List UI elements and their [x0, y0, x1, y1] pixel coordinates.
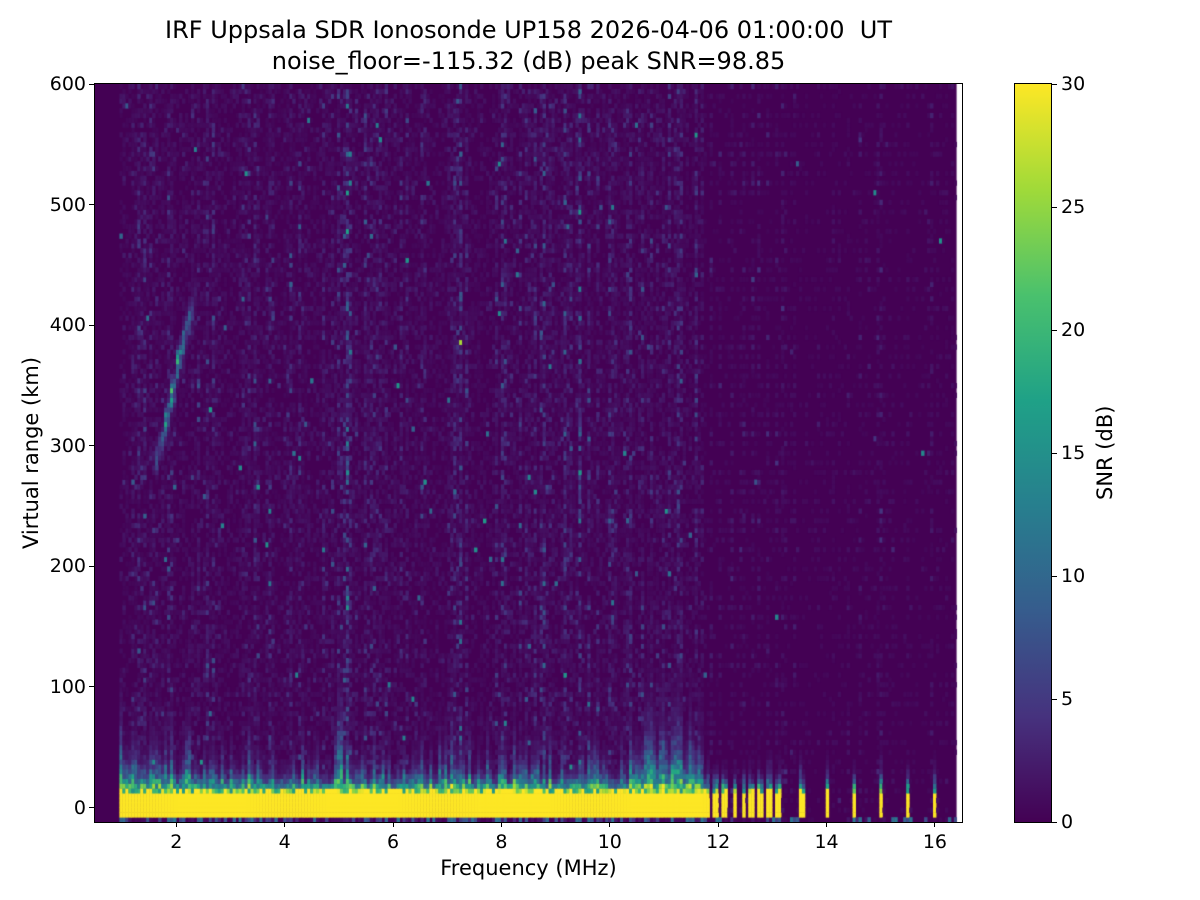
chart-title: IRF Uppsala SDR Ionosonde UP158 2026-04-…	[165, 16, 892, 44]
y-tick-mark	[89, 324, 94, 326]
colorbar-tick-mark	[1052, 206, 1057, 208]
y-tick-mark	[89, 445, 94, 447]
y-tick-mark	[89, 204, 94, 206]
x-tick-mark	[500, 822, 502, 827]
x-tick-label: 16	[922, 831, 947, 853]
colorbar-tick-mark	[1052, 575, 1057, 577]
x-tick-label: 12	[706, 831, 731, 853]
x-tick-mark	[934, 822, 936, 827]
x-tick-mark	[392, 822, 394, 827]
colorbar-tick-label: 5	[1061, 688, 1074, 710]
x-tick-label: 8	[495, 831, 508, 853]
y-tick-label: 200	[49, 555, 86, 578]
colorbar-tick-label: 0	[1061, 811, 1074, 833]
colorbar-tick-label: 10	[1061, 565, 1086, 587]
x-axis-label: Frequency (MHz)	[440, 856, 617, 880]
colorbar-tick-mark	[1052, 329, 1057, 331]
x-tick-label: 10	[597, 831, 622, 853]
x-tick-mark	[284, 822, 286, 827]
y-tick-label: 100	[49, 675, 86, 698]
y-tick-label: 0	[73, 796, 86, 819]
y-tick-label: 400	[49, 314, 86, 337]
colorbar-tick-mark	[1052, 698, 1057, 700]
y-tick-label: 600	[49, 73, 86, 95]
colorbar-gradient	[1015, 84, 1051, 822]
colorbar-tick-label: 20	[1061, 319, 1086, 341]
x-tick-label: 4	[278, 831, 291, 853]
x-tick-mark	[826, 822, 828, 827]
y-tick-mark	[89, 807, 94, 809]
plot-area	[94, 83, 963, 823]
y-tick-label: 300	[49, 434, 86, 457]
y-tick-mark	[89, 686, 94, 688]
x-tick-label: 2	[170, 831, 183, 853]
colorbar-tick-label: 15	[1061, 442, 1086, 464]
x-tick-label: 14	[814, 831, 839, 853]
colorbar-tick-mark	[1052, 452, 1057, 454]
y-tick-mark	[89, 565, 94, 567]
y-tick-mark	[89, 83, 94, 85]
x-tick-mark	[609, 822, 611, 827]
x-tick-label: 6	[386, 831, 400, 853]
chart-subtitle: noise_floor=-115.32 (dB) peak SNR=98.85	[271, 47, 786, 75]
colorbar-tick-mark	[1052, 821, 1057, 823]
x-tick-mark	[175, 822, 177, 827]
colorbar-tick-label: 25	[1061, 196, 1086, 218]
colorbar-tick-mark	[1052, 83, 1057, 85]
ionogram-heatmap-canvas	[95, 84, 962, 822]
y-tick-label: 500	[49, 193, 86, 216]
colorbar	[1014, 83, 1052, 823]
colorbar-label: SNR (dB)	[1093, 405, 1117, 501]
colorbar-tick-label: 30	[1061, 73, 1086, 95]
x-tick-mark	[717, 822, 719, 827]
